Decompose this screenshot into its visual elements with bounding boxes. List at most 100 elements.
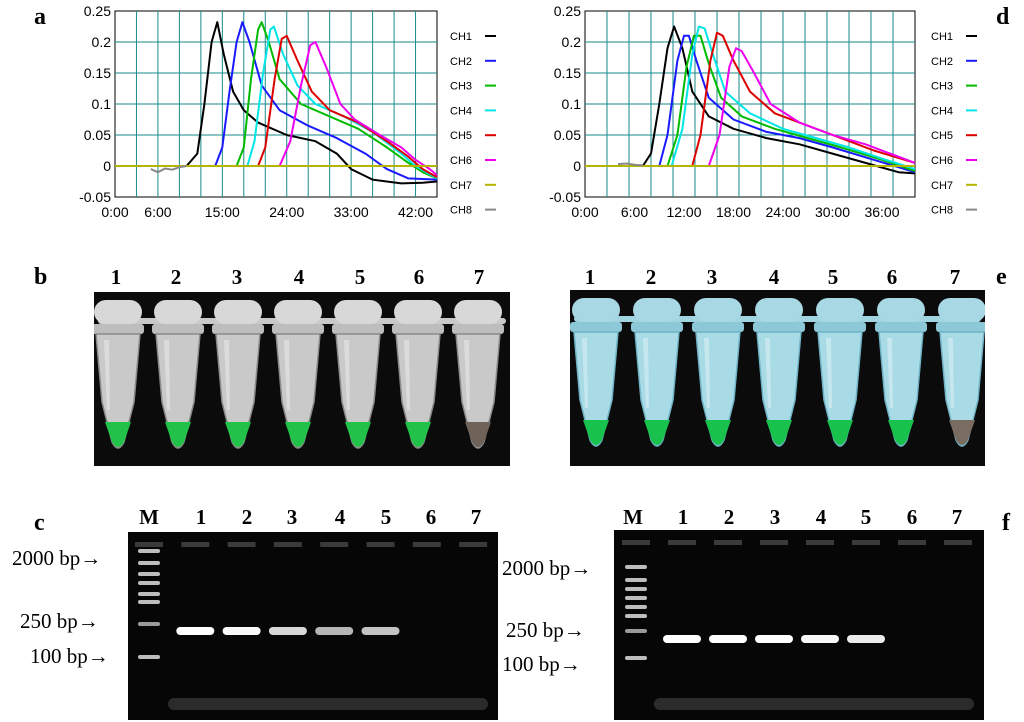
x-tick-label: 24:00 xyxy=(765,204,800,220)
gel-well xyxy=(760,540,788,545)
tube-photo-right xyxy=(570,290,985,466)
tube xyxy=(94,300,144,449)
tube-number: 5 xyxy=(354,265,366,289)
gel-lane-label: 3 xyxy=(286,505,298,529)
tube-number: 4 xyxy=(768,265,780,289)
green-fluorescent-liquid xyxy=(827,420,853,445)
tube-number: 2 xyxy=(645,265,657,289)
gel-lane-label: 4 xyxy=(334,505,346,529)
gel-lane-label: 3 xyxy=(769,505,781,529)
tube-highlight xyxy=(582,338,588,408)
panel-label-b: b xyxy=(34,264,48,290)
legend-label: CH2 xyxy=(450,56,472,68)
tube-cap xyxy=(938,298,985,322)
dna-band xyxy=(663,635,701,643)
ladder-band xyxy=(138,655,160,659)
x-tick-label: 30:00 xyxy=(815,204,850,220)
tube-highlight xyxy=(765,338,771,408)
arrow-icon: → xyxy=(563,618,585,642)
tube xyxy=(152,300,204,449)
x-tick-label: 12:00 xyxy=(666,204,701,220)
tube-rim xyxy=(814,322,866,332)
tube-highlight xyxy=(887,338,893,408)
x-tick-label: 24:00 xyxy=(269,204,304,220)
gel-well xyxy=(459,542,488,547)
green-fluorescent-liquid xyxy=(105,422,131,447)
tube-rim xyxy=(570,322,622,332)
gel-lane-label: 6 xyxy=(906,505,918,529)
ladder-band xyxy=(625,614,647,618)
gel-well xyxy=(412,542,441,547)
tube xyxy=(936,298,985,447)
tube-rim xyxy=(94,324,144,334)
y-tick-label: -0.05 xyxy=(79,189,111,205)
tube-rim xyxy=(692,322,744,332)
arrow-icon: → xyxy=(570,556,592,580)
legend-label: CH1 xyxy=(931,31,953,43)
marker-label-text: 250 bp xyxy=(506,618,564,642)
green-fluorescent-liquid xyxy=(705,420,731,445)
green-fluorescent-liquid xyxy=(644,420,670,445)
y-tick-label: 0.2 xyxy=(562,34,582,50)
tube-rim xyxy=(212,324,264,334)
y-tick-label: 0.05 xyxy=(554,127,581,143)
x-tick-label: 33:00 xyxy=(334,204,369,220)
tube xyxy=(452,300,504,449)
legend-label: CH6 xyxy=(931,155,953,167)
arrow-icon: → xyxy=(80,546,102,570)
y-tick-label: 0.1 xyxy=(562,96,582,112)
tube-cap xyxy=(334,300,382,324)
gel-well xyxy=(668,540,696,545)
tube-number: 2 xyxy=(170,265,182,289)
arrow-icon: → xyxy=(87,644,109,668)
gel-lane-label: 5 xyxy=(380,505,392,529)
marker-label-250: 250 bp→ xyxy=(20,609,99,634)
arrow-icon: → xyxy=(559,652,581,676)
gel-lane-label: 1 xyxy=(195,505,207,529)
gel-lane-label: 1 xyxy=(677,505,689,529)
gel-well xyxy=(181,542,210,547)
amplification-chart-a: 0.25 0.2 0.15 0.1 0.05 0 -0.050:00 6:00 15:00 24:… xyxy=(79,3,496,220)
series-line-ch1 xyxy=(115,21,438,185)
tube-cap xyxy=(816,298,864,322)
ladder-band xyxy=(625,578,647,582)
gel-image-left xyxy=(128,532,498,720)
y-tick-label: 0.2 xyxy=(92,34,112,50)
tube-cap xyxy=(274,300,322,324)
amplification-chart-d: 0.25 0.2 0.15 0.1 0.05 0 -0.050:00 6:00 12:00 18:… xyxy=(549,3,977,220)
tube xyxy=(692,298,744,447)
gel-well xyxy=(273,542,302,547)
x-tick-label: 0:00 xyxy=(571,204,598,220)
dna-band xyxy=(315,627,354,635)
series-line-ch4 xyxy=(585,25,916,171)
tube-rim xyxy=(332,324,384,334)
y-tick-label: 0 xyxy=(573,158,581,174)
y-tick-label: 0 xyxy=(103,158,111,174)
green-fluorescent-liquid xyxy=(405,422,431,447)
tube xyxy=(631,298,683,447)
green-fluorescent-liquid xyxy=(225,422,251,447)
ladder-band xyxy=(625,587,647,591)
tube-highlight xyxy=(704,338,710,408)
ladder-band xyxy=(138,549,160,553)
green-fluorescent-liquid xyxy=(583,420,609,445)
legend-label: CH4 xyxy=(450,105,472,117)
ladder-band xyxy=(138,592,160,596)
x-tick-label: 15:00 xyxy=(205,204,240,220)
ladder-band xyxy=(138,600,160,604)
x-tick-label: 36:00 xyxy=(864,204,899,220)
series-line-ch6 xyxy=(585,47,916,167)
series-line-ch6 xyxy=(115,41,438,177)
primer-dimer-smear xyxy=(168,698,488,710)
tube xyxy=(212,300,264,449)
marker-label-text: 100 bp xyxy=(30,644,88,668)
arrow-icon: → xyxy=(77,609,99,633)
dna-band xyxy=(801,635,839,643)
series-line-ch1 xyxy=(585,25,916,175)
ladder-band xyxy=(625,596,647,600)
legend-label: CH2 xyxy=(931,56,953,68)
gel-well xyxy=(622,540,650,545)
gel-background xyxy=(614,530,984,720)
y-tick-label: 0.1 xyxy=(92,96,112,112)
marker-label-text: 250 bp xyxy=(20,609,78,633)
